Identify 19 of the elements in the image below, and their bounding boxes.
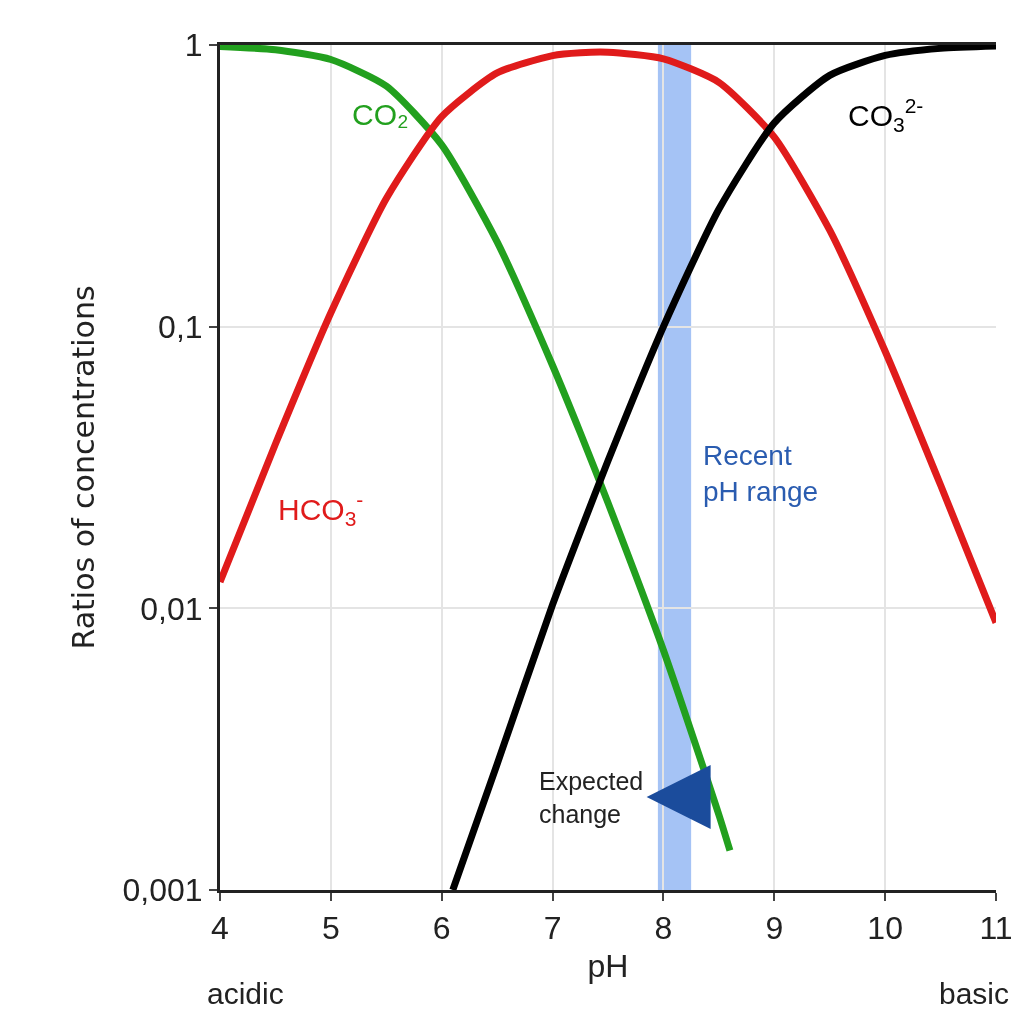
x-tick-label: 10	[867, 910, 903, 947]
y-tick-label: 0,01	[140, 590, 203, 627]
y-axis-title: Ratios of concentrations	[65, 285, 101, 650]
annotation: Expected change	[539, 767, 644, 828]
y-tick-label: 0,001	[122, 872, 203, 909]
y-tick-label: 1	[184, 27, 203, 64]
x-tick-label: 11	[979, 910, 1013, 947]
x-tick-label: 7	[543, 910, 562, 947]
x-tick-label: 6	[432, 910, 451, 947]
x-axis-title: pH	[587, 948, 629, 985]
x-tick-label: 5	[321, 910, 340, 947]
x-tick-label: 8	[654, 910, 673, 947]
text: acidic	[207, 977, 284, 1010]
x-tick-label: 4	[211, 910, 229, 947]
band-label: Recent pH range	[703, 440, 819, 508]
y-tick-label: 0,1	[158, 308, 203, 345]
x-tick-label: 9	[765, 910, 784, 947]
text: basic	[939, 977, 1010, 1010]
series-label: CO₂	[352, 98, 409, 131]
